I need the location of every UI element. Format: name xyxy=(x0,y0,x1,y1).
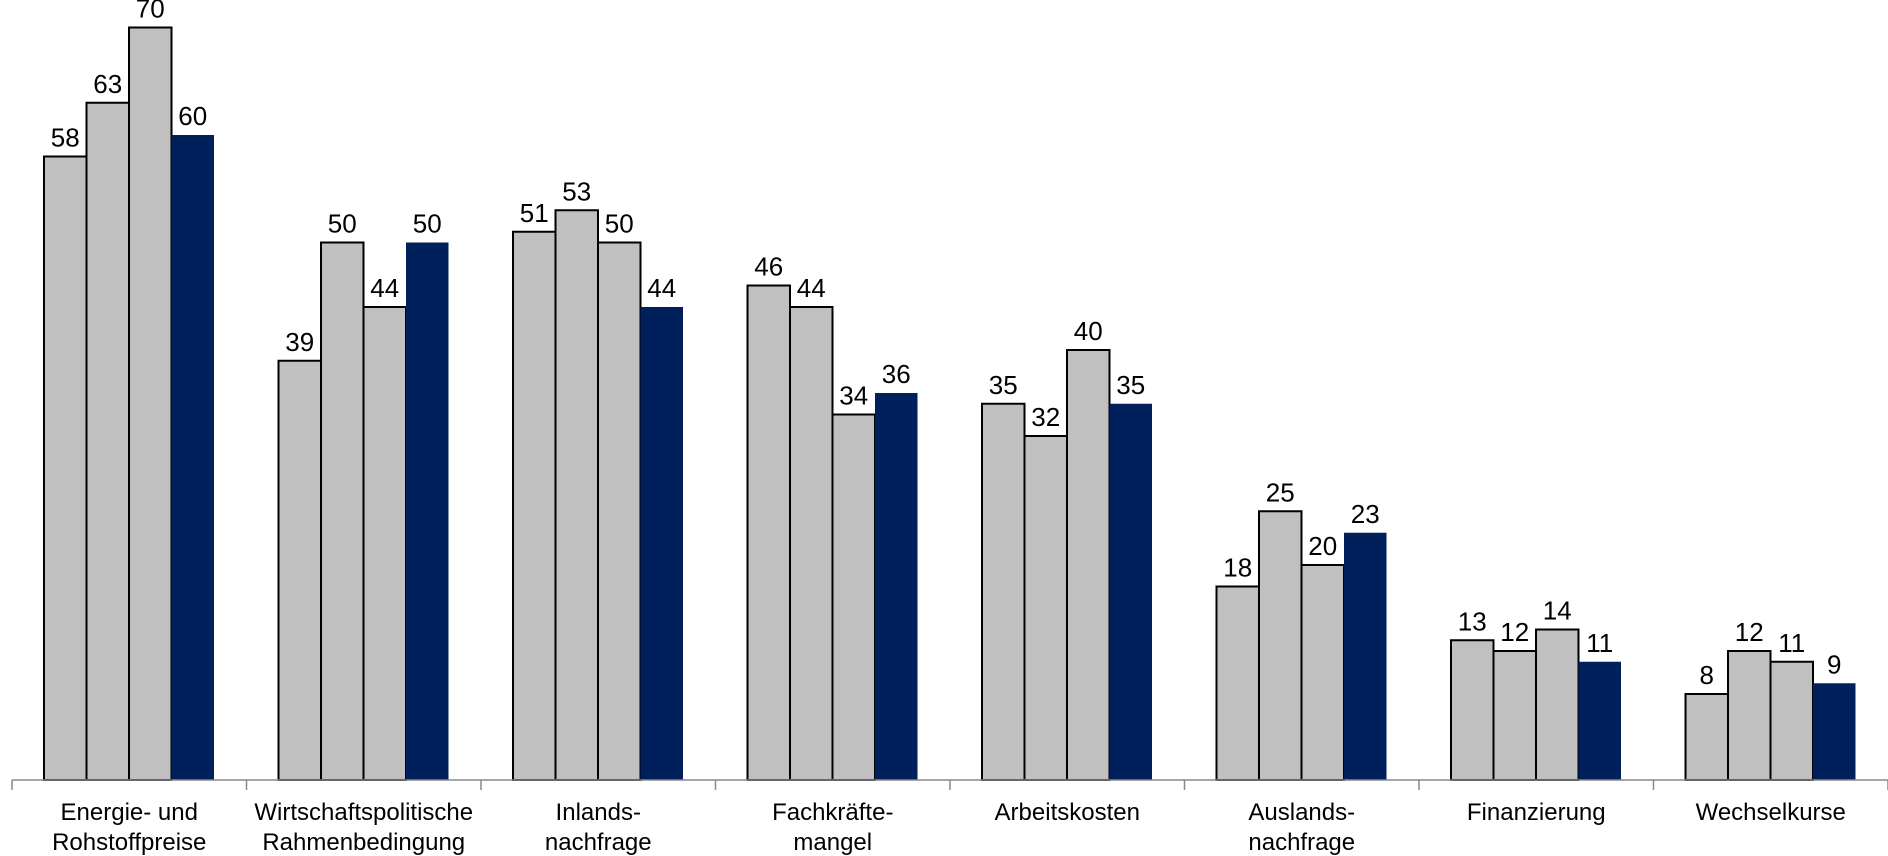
bar xyxy=(1344,532,1387,780)
bar-value-label: 63 xyxy=(93,69,122,99)
category-label: Wirtschaftspolitische xyxy=(254,799,473,826)
value-labels-group: 58 63 70 60 39 50 44 50 51 53 50 44 46 44 34 36 35 32 40 35… xyxy=(51,0,1842,690)
bar xyxy=(554,209,599,781)
category-label: nachfrage xyxy=(545,829,652,856)
bar xyxy=(1769,660,1814,781)
category-label: Energie- und xyxy=(61,799,198,826)
bar xyxy=(1535,628,1580,781)
bar xyxy=(1492,650,1537,781)
bar xyxy=(512,230,557,781)
bar xyxy=(1578,661,1621,780)
category-label: Finanzierung xyxy=(1467,799,1606,826)
bar-value-label: 44 xyxy=(370,273,399,303)
bar-value-label: 39 xyxy=(285,327,314,357)
bar xyxy=(1066,349,1111,781)
bar-value-label: 11 xyxy=(1778,628,1805,658)
bar-value-label: 51 xyxy=(520,198,549,228)
bar xyxy=(406,242,449,780)
bar xyxy=(1258,510,1303,781)
bar-value-label: 44 xyxy=(797,273,826,303)
bar-value-label: 50 xyxy=(605,209,634,239)
bar xyxy=(43,155,88,781)
bar-value-label: 44 xyxy=(647,273,676,303)
bar xyxy=(1109,403,1152,780)
category-label: Arbeitskosten xyxy=(995,799,1140,826)
bar xyxy=(171,135,214,780)
bar-value-label: 13 xyxy=(1458,606,1487,636)
bar-value-label: 18 xyxy=(1223,553,1252,583)
category-label: Rahmenbedingung xyxy=(262,829,465,856)
bar xyxy=(1813,683,1856,780)
bar xyxy=(1727,650,1772,781)
bar xyxy=(1450,639,1495,781)
bar xyxy=(362,306,407,781)
bar-value-label: 70 xyxy=(136,0,165,24)
bar xyxy=(746,284,791,781)
bar xyxy=(1684,693,1729,781)
bar xyxy=(981,402,1026,781)
bar-value-label: 60 xyxy=(178,101,207,131)
category-label: Rohstoffpreise xyxy=(52,829,206,856)
bar xyxy=(1023,435,1068,781)
bar-value-label: 35 xyxy=(989,370,1018,400)
bar-value-label: 14 xyxy=(1543,596,1572,626)
bar-value-label: 34 xyxy=(839,381,868,411)
bar xyxy=(875,393,918,780)
bar-value-label: 36 xyxy=(882,359,911,389)
category-label: Fachkräfte- xyxy=(772,799,893,826)
bar-value-label: 53 xyxy=(562,176,591,206)
x-axis-ticks-group xyxy=(11,780,1888,790)
category-label: Auslands- xyxy=(1248,799,1355,826)
category-label: Inlands- xyxy=(556,799,641,826)
bar-value-label: 50 xyxy=(413,209,442,239)
bar-value-label: 20 xyxy=(1308,531,1337,561)
bar-value-label: 58 xyxy=(51,123,80,153)
bar xyxy=(831,413,876,781)
bar-value-label: 35 xyxy=(1116,370,1145,400)
bar xyxy=(597,241,642,781)
bar xyxy=(1300,564,1345,781)
bar-value-label: 46 xyxy=(754,252,783,282)
bar xyxy=(277,359,322,781)
bar xyxy=(85,101,130,781)
bar xyxy=(640,307,683,780)
bar-value-label: 25 xyxy=(1266,477,1295,507)
category-label: nachfrage xyxy=(1248,829,1355,856)
category-labels-group: Energie- und Rohstoffpreise Wirtschaftspol… xyxy=(52,799,1846,856)
category-label: mangel xyxy=(793,829,872,856)
bar-value-label: 23 xyxy=(1351,499,1380,529)
bar-value-label: 50 xyxy=(328,209,357,239)
category-label: Wechselkurse xyxy=(1696,799,1846,826)
bar xyxy=(320,241,365,781)
bar xyxy=(1215,585,1260,781)
bar xyxy=(789,306,834,781)
bars-group xyxy=(43,26,1856,781)
bar xyxy=(128,26,173,781)
bar-value-label: 12 xyxy=(1500,617,1529,647)
bar-value-label: 12 xyxy=(1735,617,1764,647)
bar-value-label: 8 xyxy=(1700,660,1714,690)
bar-value-label: 40 xyxy=(1074,316,1103,346)
bar-value-label: 11 xyxy=(1586,628,1613,658)
bar-value-label: 32 xyxy=(1031,402,1060,432)
bar-value-label: 9 xyxy=(1827,649,1841,679)
